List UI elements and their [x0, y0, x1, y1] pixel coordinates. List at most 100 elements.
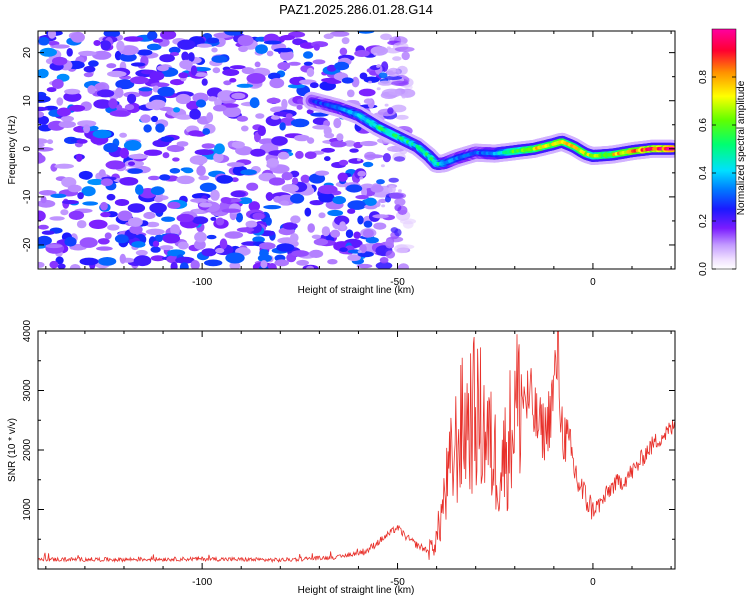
noise-blob	[150, 82, 170, 88]
noise-blob	[41, 230, 55, 235]
noise-blob	[359, 72, 368, 80]
noise-blob	[152, 38, 163, 43]
noise-blob	[175, 256, 195, 264]
noise-blob	[252, 236, 265, 243]
noise-blob	[52, 56, 68, 66]
noise-blob	[364, 204, 378, 210]
noise-blob	[266, 50, 274, 57]
noise-blob	[290, 193, 305, 204]
noise-blob	[88, 60, 99, 67]
noise-blob	[149, 71, 165, 81]
noise-blob	[252, 212, 265, 220]
noise-blob	[323, 33, 334, 40]
noise-blob	[149, 202, 167, 214]
y-tick-label: 10	[22, 95, 33, 107]
noise-blob	[45, 244, 63, 249]
noise-blob	[183, 168, 194, 174]
noise-blob	[363, 98, 373, 104]
noise-blob	[373, 222, 387, 230]
noise-blob	[77, 192, 84, 200]
noise-blob	[384, 75, 403, 80]
noise-blob	[394, 198, 406, 206]
y-tick-label: -20	[22, 237, 33, 252]
noise-blob	[246, 73, 266, 84]
noise-blob	[176, 141, 189, 147]
noise-blob	[127, 217, 143, 227]
noise-blob	[379, 257, 389, 264]
noise-blob	[318, 184, 338, 195]
noise-blob	[172, 157, 180, 162]
noise-blob	[364, 154, 384, 159]
noise-blob	[159, 174, 171, 181]
noise-blob	[63, 91, 82, 102]
noise-blob	[69, 264, 81, 269]
noise-blob	[226, 162, 245, 168]
noise-blob	[273, 48, 293, 53]
noise-speck	[381, 204, 386, 208]
noise-blob	[307, 137, 315, 144]
noise-blob	[354, 50, 370, 57]
noise-blob	[38, 68, 49, 79]
noise-blob	[220, 197, 232, 204]
noise-speck	[373, 52, 378, 56]
noise-blob	[268, 177, 286, 186]
snr-series-line	[38, 331, 675, 564]
noise-blob	[151, 115, 158, 123]
noise-speck	[376, 87, 381, 91]
noise-blob	[271, 136, 288, 146]
noise-speck	[380, 164, 385, 168]
noise-blob	[128, 153, 149, 160]
noise-blob	[312, 59, 326, 65]
noise-blob	[370, 185, 384, 193]
noise-speck	[392, 69, 397, 73]
noise-blob	[140, 114, 151, 123]
colorbar-tick-label: 0.8	[698, 70, 709, 84]
noise-blob	[281, 172, 293, 181]
noise-blob	[296, 259, 309, 266]
noise-blob	[248, 201, 260, 212]
noise-blob	[216, 175, 234, 184]
noise-blob	[339, 247, 348, 252]
noise-blob	[290, 118, 310, 128]
noise-blob	[381, 61, 389, 72]
noise-blob	[170, 261, 178, 269]
noise-blob	[38, 115, 49, 125]
noise-blob	[315, 170, 330, 176]
noise-blob	[391, 80, 409, 86]
noise-blob	[148, 175, 160, 181]
x-tick-label: -100	[192, 577, 212, 588]
noise-blob	[312, 125, 330, 130]
noise-blob	[365, 237, 379, 244]
noise-blob	[115, 79, 135, 90]
noise-blob	[173, 107, 181, 113]
noise-blob	[152, 99, 166, 109]
noise-blob	[160, 31, 177, 40]
noise-blob	[105, 160, 126, 170]
noise-blob	[192, 208, 204, 214]
noise-blob	[258, 242, 276, 250]
noise-blob	[392, 56, 402, 61]
noise-blob	[255, 113, 265, 119]
noise-blob	[306, 265, 314, 269]
noise-blob	[192, 92, 209, 103]
noise-blob	[38, 36, 50, 46]
noise-blob	[281, 98, 288, 110]
snr-plot-area	[38, 331, 675, 564]
noise-blob	[341, 37, 350, 45]
noise-blob	[306, 109, 314, 115]
noise-blob	[38, 210, 46, 222]
noise-blob	[192, 216, 209, 225]
colorbar-strip	[711, 28, 737, 270]
noise-speck	[357, 250, 362, 254]
noise-blob	[104, 232, 112, 240]
noise-blob	[270, 115, 280, 120]
noise-blob	[123, 140, 142, 151]
noise-blob	[333, 118, 342, 129]
noise-blob	[323, 120, 331, 127]
noise-blob	[222, 103, 239, 108]
noise-blob	[370, 46, 388, 56]
snr-background	[38, 331, 675, 569]
noise-blob	[81, 186, 96, 197]
noise-blob	[294, 134, 310, 142]
noise-blob	[257, 254, 272, 263]
